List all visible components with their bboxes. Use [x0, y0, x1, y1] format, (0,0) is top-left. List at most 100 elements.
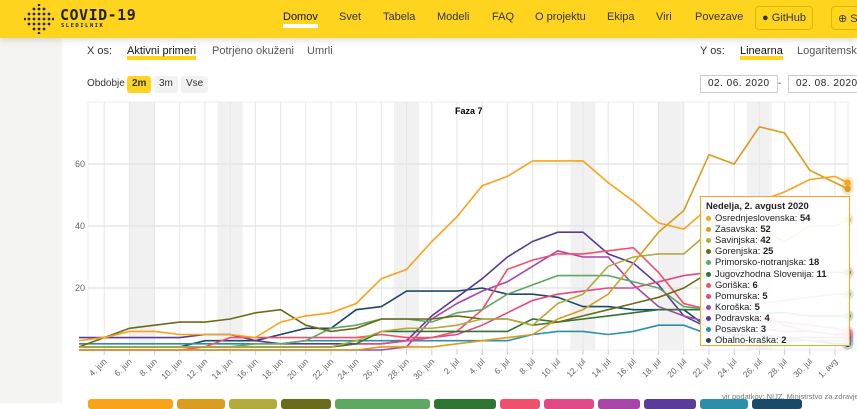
legend-toggle-gorenjska[interactable] — [281, 399, 331, 409]
tooltip-series-value: 6 — [752, 278, 758, 290]
x-tick-label: 22. jul — [690, 356, 713, 379]
github-button[interactable]: ● GitHub — [755, 6, 813, 30]
tooltip-series-value: 2 — [781, 334, 787, 346]
nav-tabela[interactable]: Tabela — [383, 11, 416, 23]
legend-toggle-zasavska[interactable] — [177, 399, 225, 409]
tooltip-row: Posavska: 3 — [706, 323, 844, 334]
x-tick-label: 22. jun — [310, 356, 335, 381]
tooltip-series-name: Primorsko-notranjska — [715, 256, 804, 268]
tooltip-series-name: Podravska — [715, 311, 760, 323]
x-tick-label: 6. jul — [492, 356, 512, 376]
data-source: vir podatkov: NIJZ, Ministrstvo za zdrav… — [722, 392, 857, 401]
tooltip-row: Podravska: 4 — [706, 312, 844, 323]
language-button[interactable]: ⊕ S — [831, 6, 857, 30]
series-dot — [706, 327, 711, 333]
series-line-zasavska — [79, 125, 848, 351]
nav-povezave[interactable]: Povezave — [695, 11, 744, 23]
globe-icon: ⊕ — [838, 13, 848, 25]
x-option-aktivni[interactable]: Aktivni primeri — [127, 45, 197, 60]
tooltip-title: Nedelja, 2. avgust 2020 — [706, 200, 809, 211]
tooltip-row: Goriška: 6 — [706, 279, 844, 290]
legend-toggle-primorsko-notranjska[interactable] — [335, 399, 430, 409]
tooltip-series-name: Koroška — [715, 300, 750, 312]
period-label: Obdobje — [87, 78, 125, 89]
x-option-potrjeno[interactable]: Potrjeno okuženi — [212, 45, 294, 57]
legend-toggle-pomurska[interactable] — [544, 399, 594, 409]
series-dot — [706, 227, 711, 233]
tooltip-series-value: 11 — [816, 267, 827, 279]
brand-subtitle: SLEDILNIK — [61, 23, 105, 29]
legend-toggle-obalno-kras-ka[interactable] — [752, 399, 802, 409]
x-tick-label: 16. jul — [615, 356, 638, 379]
legend-toggle-jugovzhodna-slovenija[interactable] — [434, 399, 496, 409]
date-to-input[interactable]: 02. 08. 2020 — [788, 75, 857, 93]
brand-title[interactable]: COVID-19 — [60, 6, 137, 24]
x-tick-label: 20. jul — [665, 356, 688, 379]
nav-svet[interactable]: Svet — [339, 11, 362, 23]
y-option-linearna[interactable]: Linearna — [740, 45, 783, 60]
tooltip-series-value: 5 — [754, 300, 760, 312]
tooltip-series-name: Posavska — [715, 323, 756, 335]
x-tick-label: 12. jul — [564, 356, 587, 379]
period-vse[interactable]: Vse — [181, 76, 209, 93]
x-tick-label: 2. jul — [442, 356, 462, 376]
tooltip-row: Jugovzhodna Slovenija: 11 — [706, 268, 844, 279]
nav-viri[interactable]: Viri — [656, 11, 672, 23]
tooltip-series-name: Gorenjska — [715, 245, 758, 257]
y-tick-label: 20 — [75, 283, 85, 293]
nav-modeli[interactable]: Modeli — [437, 11, 470, 23]
x-tick-label: 12. jun — [184, 356, 209, 381]
series-dot — [706, 338, 711, 344]
nav-ekipa[interactable]: Ekipa — [607, 11, 635, 23]
y-tick-label: 60 — [75, 159, 85, 169]
tooltip-series-name: Pomurska — [715, 289, 758, 301]
tooltip-series-name: Osrednjeslovenska — [715, 212, 795, 224]
x-tick-label: 20. jun — [285, 356, 310, 381]
legend-toggle-osrednjeslovenska[interactable] — [88, 399, 173, 409]
legend-toggle-koros-ka[interactable] — [598, 399, 640, 409]
nav-o-projektu[interactable]: O projektu — [535, 11, 586, 23]
x-tick-label: 4. jun — [87, 356, 109, 378]
series-dot — [706, 238, 711, 244]
tooltip-series-name: Savinjska — [715, 234, 756, 246]
tooltip-series-value: 3 — [760, 323, 767, 335]
series-dot — [706, 304, 711, 310]
y-option-log[interactable]: Logaritemska — [797, 45, 857, 57]
x-tick-label: 14. jun — [209, 356, 234, 381]
x-tick-label: 30. jun — [411, 356, 436, 381]
tooltip-series-value: 42 — [760, 234, 771, 246]
nav-domov[interactable]: Domov — [283, 11, 318, 28]
tooltip-row: Zasavska: 52 — [706, 223, 844, 234]
logo-icon[interactable] — [24, 4, 54, 34]
x-tick-label: 8. jul — [517, 356, 537, 376]
legend-toggle-goris-ka[interactable] — [500, 399, 540, 409]
legend-toggle-podravska[interactable] — [644, 399, 696, 409]
date-from-input[interactable]: 02. 06. 2020 — [700, 75, 778, 93]
y-tick-label: 40 — [75, 221, 85, 231]
x-option-umrli[interactable]: Umrli — [307, 45, 333, 57]
tooltip-row: Pomurska: 5 — [706, 290, 844, 301]
x-tick-label: 1. avg — [816, 356, 840, 380]
y-axis-label: Y os: — [700, 45, 725, 57]
tooltip-row: Savinjska: 42 — [706, 234, 844, 245]
legend-toggle-posavska[interactable] — [700, 399, 748, 409]
x-tick-label: 24. jul — [716, 356, 739, 379]
tooltip-series-value: 4 — [764, 311, 770, 323]
x-tick-label: 6. jun — [112, 356, 134, 378]
x-tick-label: 28. jul — [766, 356, 789, 379]
x-tick-label: 18. jun — [260, 356, 285, 381]
legend-toggle-savinjska[interactable] — [229, 399, 277, 409]
period-2m[interactable]: 2m — [127, 76, 152, 93]
nav-faq[interactable]: FAQ — [492, 11, 515, 23]
tooltip-row: Primorsko-notranjska: 18 — [706, 256, 844, 267]
x-tick-label: 16. jun — [235, 356, 260, 381]
period-3m[interactable]: 3m — [154, 76, 178, 93]
tooltip-series-value: 54 — [799, 212, 811, 224]
header: COVID-19 SLEDILNIK Domov Svet Tabela Mod… — [0, 0, 857, 38]
tooltip-series-name: Obalno-kraška — [715, 334, 776, 346]
series-dot — [706, 315, 711, 321]
github-icon: ● — [762, 12, 769, 24]
x-tick-label: 24. jun — [335, 356, 360, 381]
tooltip-series-name: Goriška — [715, 278, 748, 290]
